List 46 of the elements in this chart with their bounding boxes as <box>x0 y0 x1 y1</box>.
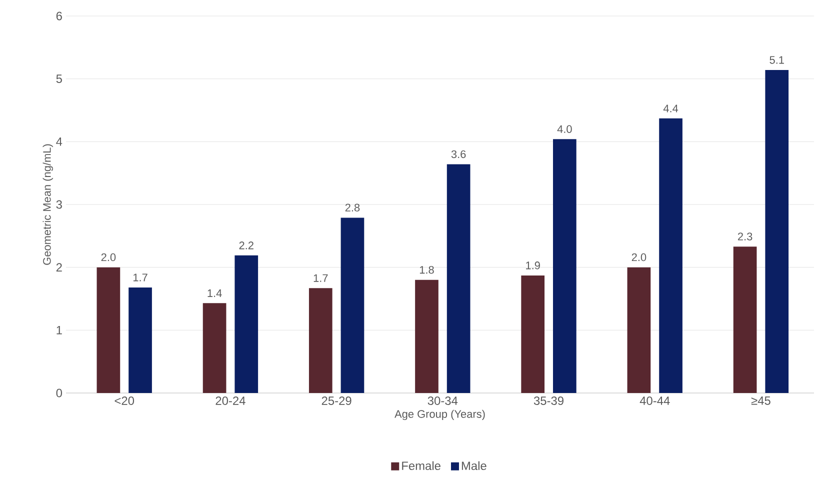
data-label: 1.4 <box>208 289 222 297</box>
data-label: 4.4 <box>663 104 678 112</box>
bar <box>659 118 682 393</box>
data-label: 5.1 <box>770 56 784 64</box>
y-axis-title: Geometric Mean (ng/mL) <box>42 144 53 265</box>
x-axis-title: Age Group (Years) <box>394 410 485 420</box>
x-tick-label: 20-24 <box>216 396 246 405</box>
data-label: 2.2 <box>239 242 254 250</box>
bar <box>340 218 364 393</box>
data-label: 2.3 <box>738 232 752 240</box>
bar <box>202 303 226 393</box>
y-tick-label: 2 <box>56 263 62 272</box>
y-tick-label: 5 <box>56 74 62 83</box>
bar <box>765 70 789 393</box>
data-label: 3.6 <box>451 150 466 158</box>
bar <box>553 139 576 393</box>
data-label: 4.0 <box>557 125 572 133</box>
bar <box>521 276 545 393</box>
data-label: 2.8 <box>345 204 360 212</box>
y-tick-label: 0 <box>56 388 62 398</box>
bar <box>234 255 258 393</box>
bar <box>446 164 470 393</box>
bar <box>308 288 332 393</box>
x-tick-label: 25-29 <box>322 396 352 405</box>
y-tick-label: 4 <box>56 138 62 146</box>
x-tick-label: ≥45 <box>751 396 770 405</box>
data-label: 2.0 <box>101 253 116 262</box>
y-tick-label: 3 <box>56 200 62 209</box>
y-tick-label: 6 <box>56 12 62 20</box>
bar <box>128 287 152 393</box>
bar <box>415 280 438 393</box>
y-tick-label: 1 <box>56 326 62 334</box>
data-label: 2.0 <box>632 253 646 262</box>
data-label: 1.7 <box>314 274 328 282</box>
data-label: 1.8 <box>420 266 434 274</box>
bar <box>627 267 651 393</box>
data-label: 1.7 <box>133 274 148 282</box>
x-tick-label: 30-34 <box>428 396 458 405</box>
legend-label: Male <box>462 461 486 470</box>
x-tick-label: <20 <box>114 396 134 405</box>
data-label: 1.9 <box>526 262 540 270</box>
bar <box>733 246 757 393</box>
legend-label: Female <box>402 461 440 470</box>
bar <box>96 267 120 393</box>
x-tick-label: 35-39 <box>534 396 564 405</box>
x-tick-label: 40-44 <box>640 396 670 405</box>
